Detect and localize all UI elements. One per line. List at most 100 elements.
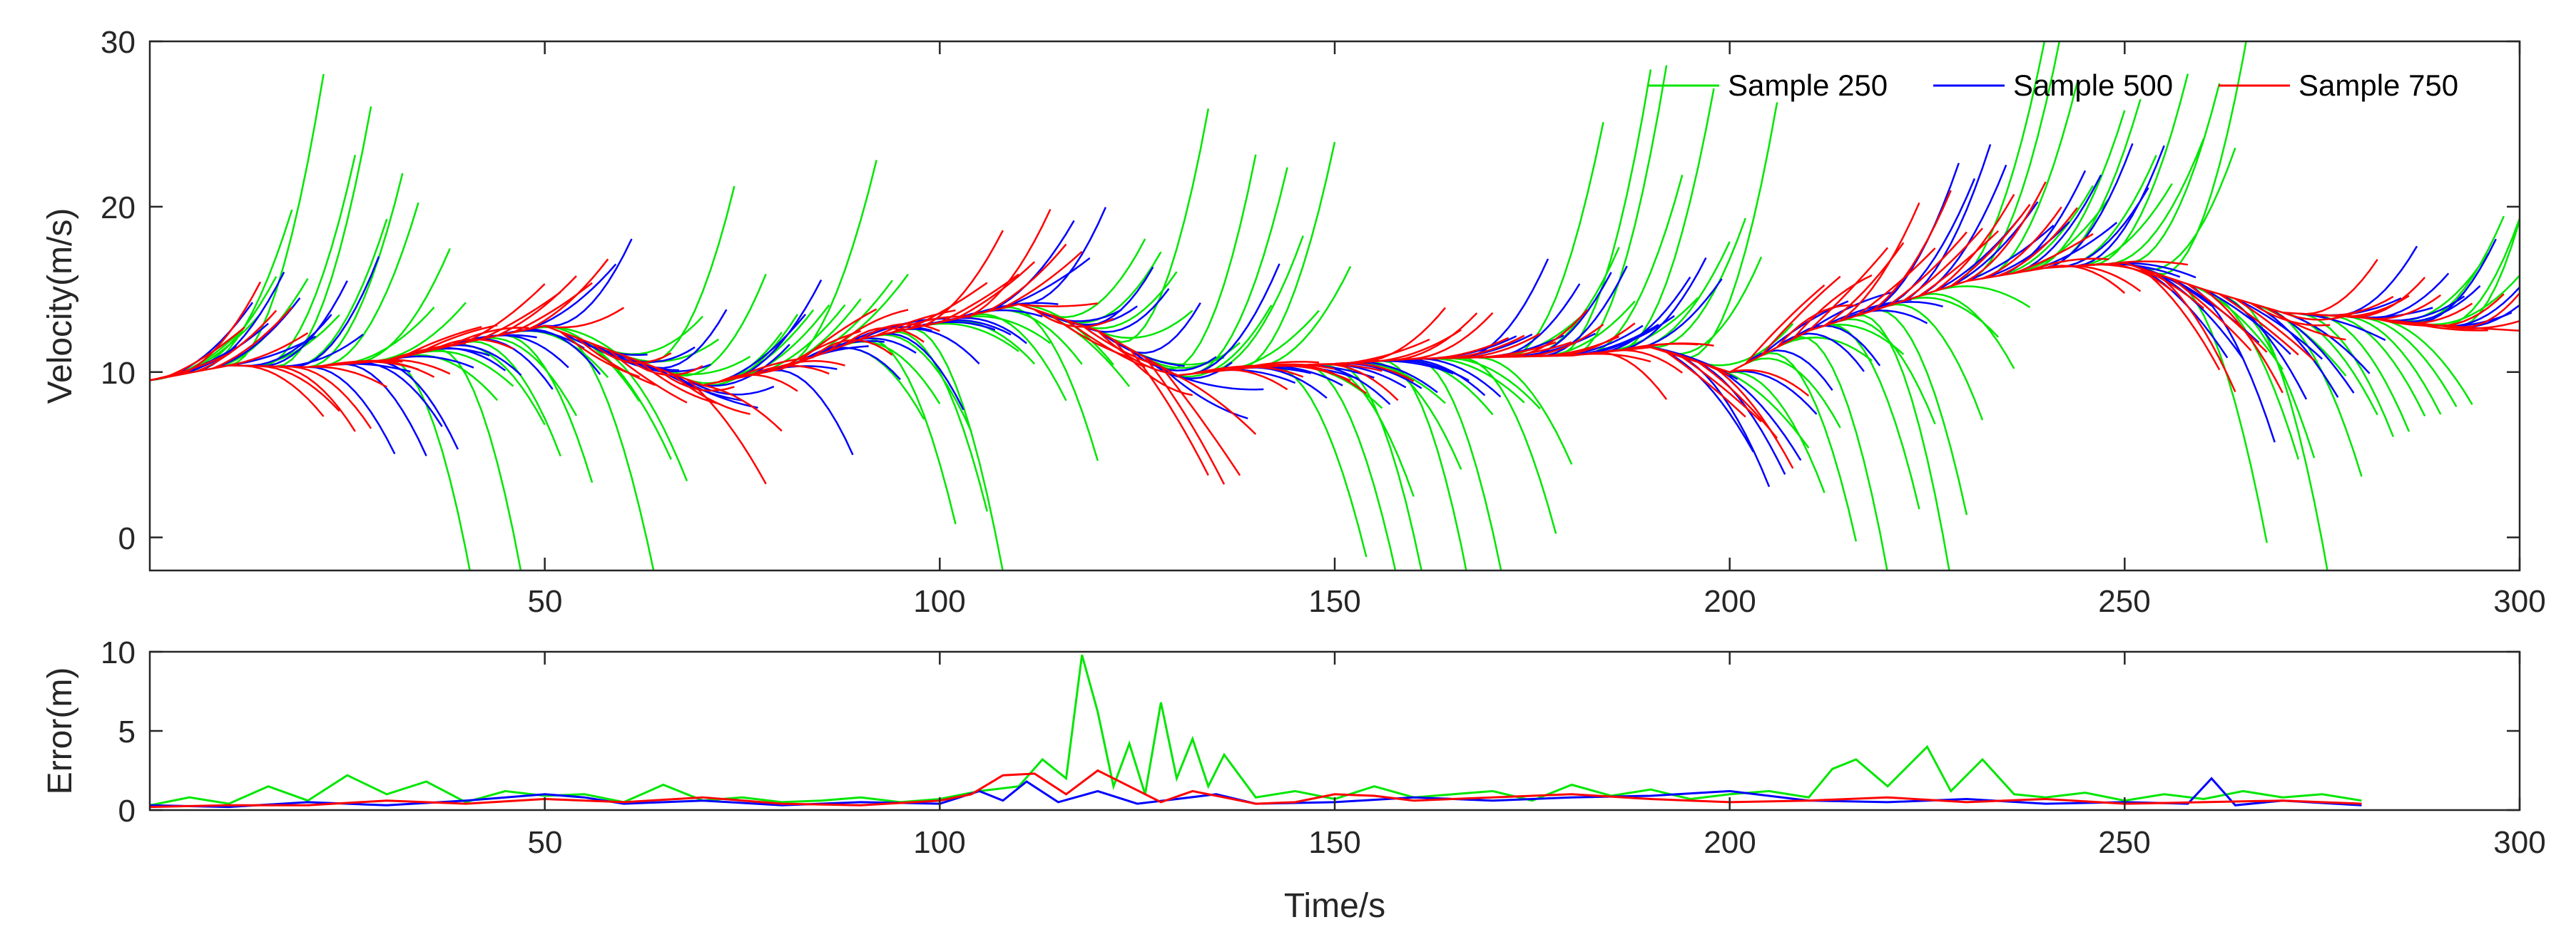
velocity-fan-line <box>1761 275 1841 357</box>
velocity-fan-line <box>1366 307 1446 363</box>
velocity-fan-line <box>671 372 750 415</box>
velocity-fan-line <box>765 369 854 456</box>
velocity-fan-line <box>1066 251 1162 324</box>
velocity-fan-line <box>2409 215 2505 324</box>
velocity-fan-line <box>623 338 719 363</box>
velocity-fan-line <box>1776 332 1865 372</box>
velocity-fan-line <box>1555 69 1652 357</box>
velocity-fan-line <box>434 338 514 351</box>
velocity-fan-line <box>402 354 499 401</box>
legend: Sample 250 Sample 500 Sample 750 <box>1648 68 2458 102</box>
error-ytick-label: 5 <box>118 715 136 749</box>
velocity-fan-line <box>465 283 546 344</box>
velocity-fan-line <box>1176 374 1257 435</box>
error-series-sample-250 <box>149 655 2362 807</box>
velocity-fan-line <box>876 332 964 411</box>
velocity-fan-line <box>449 327 529 347</box>
velocity-fan-line <box>260 280 348 367</box>
velocity-fan-line <box>765 359 845 373</box>
velocity-fan-line <box>923 322 1019 352</box>
velocity-fan-line <box>2266 307 2346 341</box>
error-ylabel: Error(m) <box>41 667 79 795</box>
velocity-fan-line <box>607 349 688 404</box>
error-xtick-label: 150 <box>1308 825 1360 860</box>
velocity-fan-line <box>1697 361 1786 475</box>
velocity-fan-line <box>828 337 917 354</box>
velocity-fan-line <box>686 379 767 485</box>
velocity-fan-line <box>1002 250 1083 309</box>
error-series-lines <box>149 655 2362 809</box>
velocity-xtick-label: 200 <box>1704 584 1756 619</box>
velocity-fan-line <box>1587 175 1684 355</box>
velocity-fan-line <box>1681 356 1762 423</box>
velocity-fan-line <box>1113 302 1201 354</box>
velocity-fan-line <box>465 340 561 457</box>
velocity-fan-line <box>276 365 356 432</box>
velocity-fan-line <box>1081 271 1178 329</box>
velocity-fan-line <box>2156 41 2247 275</box>
velocity-fan-line <box>907 328 1004 570</box>
velocity-xtick-label: 100 <box>913 584 965 619</box>
velocity-fan-line <box>955 309 1043 320</box>
velocity-fan-line <box>2203 288 2284 394</box>
velocity-fan-line <box>2030 257 2109 272</box>
velocity-fan-line <box>718 374 798 392</box>
legend-label-sample-250: Sample 250 <box>1728 68 1888 102</box>
velocity-fan-line <box>1002 306 1099 461</box>
velocity-fan-line <box>1855 314 1950 570</box>
velocity-fan-line <box>1792 324 1881 367</box>
velocity-fan-line <box>2298 259 2378 315</box>
velocity-fan-line <box>1096 329 1177 376</box>
velocity-fan-line <box>2155 272 2236 393</box>
velocity-fan-line <box>497 275 577 337</box>
velocity-fan-line <box>1887 303 1984 421</box>
velocity-fan-line <box>781 330 861 370</box>
velocity-fan-line <box>1192 263 1281 375</box>
velocity-fan-line <box>1682 102 1778 359</box>
legend-label-sample-500: Sample 500 <box>2013 68 2173 102</box>
velocity-fan-line <box>1445 357 1541 410</box>
velocity-fan-line <box>860 337 957 525</box>
velocity-fan-line <box>1839 202 1920 322</box>
velocity-fan-line <box>1477 357 1573 465</box>
velocity-fan-line <box>434 348 522 570</box>
velocity-fan-line <box>275 106 372 368</box>
velocity-fan-line <box>2172 278 2252 352</box>
velocity-fan-line <box>1982 206 2062 280</box>
velocity-fan-line <box>417 324 498 354</box>
velocity-fan-line <box>2346 315 2442 415</box>
velocity-trajectory-lines <box>150 41 2520 570</box>
velocity-fan-line <box>1176 374 1264 391</box>
velocity-fan-line <box>544 238 633 327</box>
velocity-fan-line <box>1713 366 1794 469</box>
velocity-fan-line <box>1161 154 1257 370</box>
velocity-fan-line <box>2077 145 2165 267</box>
velocity-fan-line <box>1650 217 1746 349</box>
velocity-fan-line <box>1935 285 2031 308</box>
velocity-fan-line <box>307 173 404 369</box>
velocity-fan-line <box>2045 265 2126 294</box>
velocity-fan-line <box>1697 361 1778 439</box>
velocity-fan-line <box>1239 361 1319 370</box>
velocity-fan-line <box>828 309 909 352</box>
velocity-fan-line <box>1334 362 1422 570</box>
velocity-fan-line <box>307 366 396 454</box>
velocity-fan-line <box>1018 302 1098 307</box>
velocity-plot-area <box>150 41 2520 570</box>
velocity-fan-line <box>2155 272 2244 359</box>
velocity-fan-line <box>1034 308 1122 322</box>
velocity-fan-line <box>876 334 972 432</box>
velocity-fan-line <box>1729 370 1818 415</box>
velocity-fan-line <box>2077 183 2173 267</box>
velocity-fan-line <box>1524 272 1612 358</box>
velocity-ytick-label: 30 <box>101 25 136 60</box>
velocity-fan-line <box>481 337 578 416</box>
velocity-fan-line <box>1019 207 1107 305</box>
velocity-fan-line <box>1745 357 1841 429</box>
velocity-fan-line <box>2013 232 2094 275</box>
velocity-fan-line <box>165 326 245 379</box>
velocity-fan-line <box>733 356 814 380</box>
error-plot-area <box>150 652 2520 810</box>
velocity-fan-line <box>1634 342 1714 350</box>
